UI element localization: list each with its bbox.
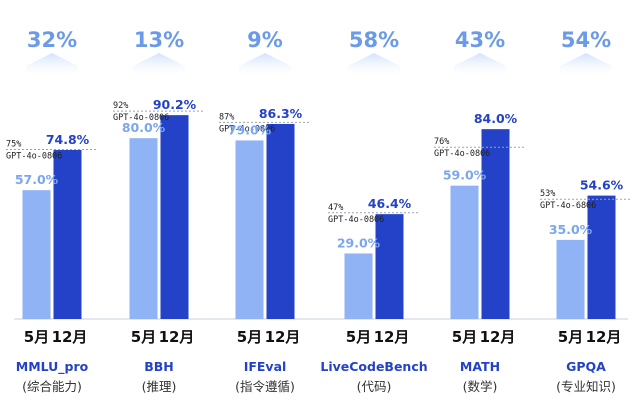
reference-value-label: 53% bbox=[540, 189, 555, 199]
reference-value-label: 75% bbox=[6, 140, 21, 150]
bar-dec bbox=[481, 129, 510, 319]
data-label-dec: 74.8% bbox=[46, 132, 90, 147]
reference-name-label: GPT-4o-0806 bbox=[113, 113, 169, 123]
category-label: MATH bbox=[460, 359, 500, 374]
reference-name-label: GPT-4o-6806 bbox=[540, 201, 596, 211]
bar-may bbox=[129, 138, 158, 319]
reference-value-label: 87% bbox=[219, 112, 234, 122]
bar-may bbox=[556, 239, 585, 319]
reference-value-label: 47% bbox=[328, 203, 343, 213]
bar-dec bbox=[266, 123, 295, 319]
x-tick-label: 12月 bbox=[265, 328, 301, 346]
increase-arrow-icon bbox=[26, 53, 78, 78]
x-tick-label: 5月 bbox=[452, 328, 477, 346]
category-subtitle: (指令遵循) bbox=[235, 379, 295, 394]
data-label-dec: 90.2% bbox=[153, 97, 197, 112]
increase-label: 43% bbox=[455, 28, 505, 52]
data-label-may: 79.0% bbox=[228, 122, 272, 137]
data-label-dec: 84.0% bbox=[474, 111, 518, 126]
reference-name-label: GPT-4o-0806 bbox=[328, 215, 384, 225]
x-tick-label: 12月 bbox=[586, 328, 622, 346]
reference-name-label: GPT-4o-0806 bbox=[6, 152, 62, 162]
category-label: GPQA bbox=[566, 359, 606, 374]
reference-value-label: 92% bbox=[113, 101, 128, 111]
bar-dec bbox=[160, 115, 189, 319]
bar-dec bbox=[375, 214, 404, 319]
bar-may bbox=[344, 253, 373, 319]
increase-arrow-icon bbox=[454, 53, 506, 78]
increase-arrow-icon bbox=[239, 53, 291, 78]
data-label-dec: 54.6% bbox=[580, 178, 624, 193]
category-subtitle: (专业知识) bbox=[556, 379, 616, 394]
increase-arrow-icon bbox=[133, 53, 185, 78]
category-subtitle: (数学) bbox=[463, 379, 498, 394]
bar-may bbox=[450, 185, 479, 319]
increase-label: 13% bbox=[134, 28, 184, 52]
reference-value-label: 76% bbox=[434, 137, 449, 147]
category-label: LiveCodeBench bbox=[320, 359, 427, 374]
bar-may bbox=[235, 140, 264, 319]
x-tick-label: 5月 bbox=[558, 328, 583, 346]
category-label: IFEval bbox=[244, 359, 287, 374]
increase-arrow-icon bbox=[560, 53, 612, 78]
reference-name-label: GPT-4o-0806 bbox=[434, 149, 490, 159]
bar-dec bbox=[53, 149, 82, 319]
data-label-may: 80.0% bbox=[122, 120, 166, 135]
data-label-may: 35.0% bbox=[549, 222, 593, 237]
x-tick-label: 12月 bbox=[480, 328, 516, 346]
bar-may bbox=[22, 190, 51, 319]
x-tick-label: 12月 bbox=[159, 328, 195, 346]
increase-arrow-icon bbox=[348, 53, 400, 78]
reference-name-label: GPT-4o-0806 bbox=[219, 124, 275, 134]
x-tick-label: 12月 bbox=[374, 328, 410, 346]
x-tick-label: 5月 bbox=[131, 328, 156, 346]
increase-label: 9% bbox=[247, 28, 283, 52]
x-tick-label: 5月 bbox=[346, 328, 371, 346]
data-label-may: 29.0% bbox=[337, 235, 381, 250]
bar-dec bbox=[587, 195, 616, 319]
increase-label: 54% bbox=[561, 28, 611, 52]
category-label: BBH bbox=[144, 359, 174, 374]
increase-label: 32% bbox=[27, 28, 77, 52]
category-label: MMLU_pro bbox=[16, 359, 89, 375]
x-tick-label: 12月 bbox=[52, 328, 88, 346]
category-subtitle: (代码) bbox=[357, 379, 392, 394]
data-label-may: 59.0% bbox=[443, 168, 487, 183]
x-tick-label: 5月 bbox=[237, 328, 262, 346]
x-tick-label: 5月 bbox=[24, 328, 49, 346]
category-subtitle: (推理) bbox=[142, 379, 177, 394]
data-label-dec: 46.4% bbox=[368, 196, 412, 211]
data-label-dec: 86.3% bbox=[259, 106, 303, 121]
increase-label: 58% bbox=[349, 28, 399, 52]
data-label-may: 57.0% bbox=[15, 172, 59, 187]
category-subtitle: (综合能力) bbox=[22, 379, 82, 394]
